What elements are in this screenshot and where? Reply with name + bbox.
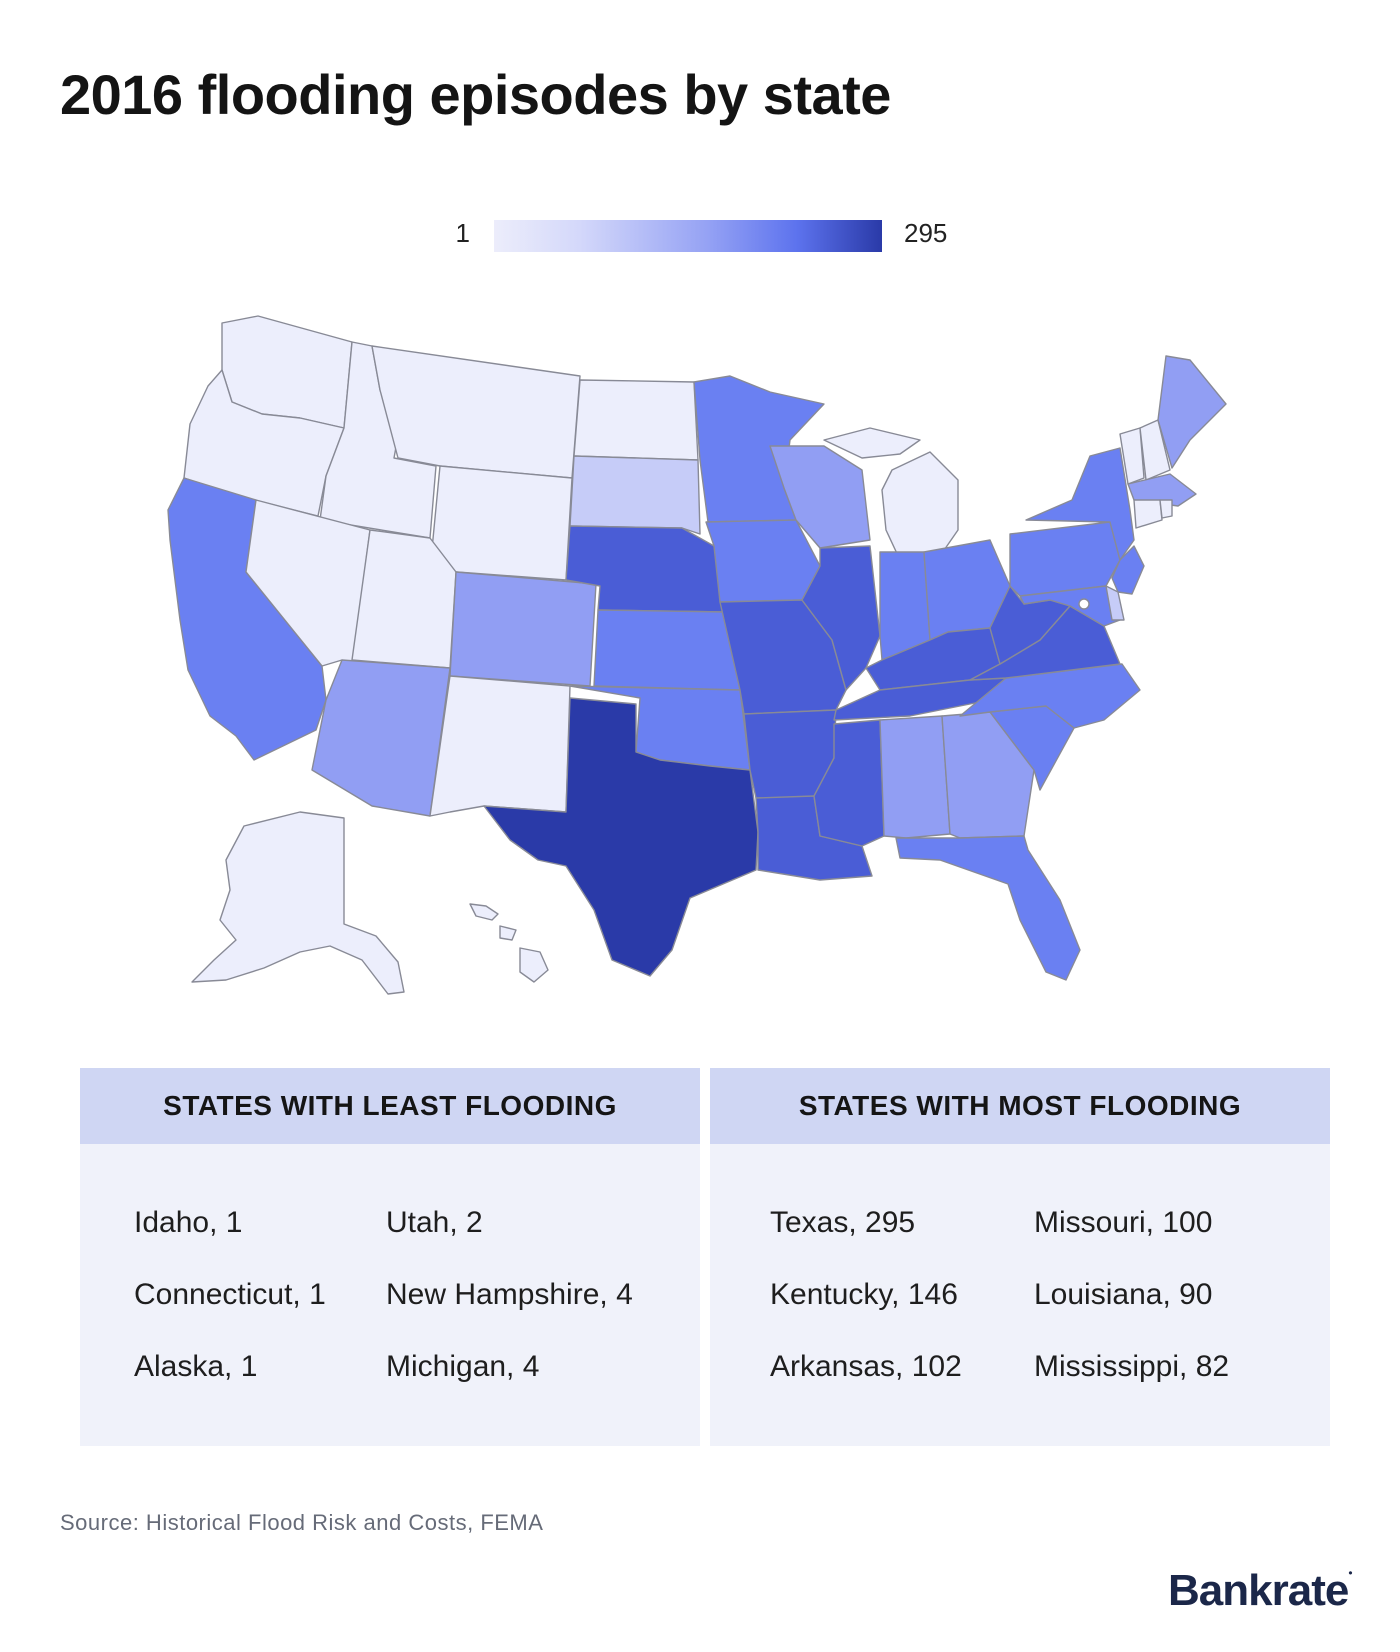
state-colorado (449, 571, 597, 687)
state-north-dakota (573, 379, 699, 461)
state-new-mexico (429, 675, 571, 817)
list-item: Alaska, 1 (134, 1350, 258, 1383)
list-item: Michigan, 4 (386, 1350, 540, 1383)
page-title: 2016 flooding episodes by state (60, 63, 891, 126)
state-florida (895, 835, 1081, 981)
state-montana (371, 345, 581, 479)
logo-text: Bankrate (1168, 1566, 1349, 1615)
state-kansas (593, 609, 741, 691)
list-item: Utah, 2 (386, 1206, 483, 1239)
legend-max-label: 295 (904, 218, 948, 248)
state-wyoming (429, 465, 573, 581)
list-item: Missouri, 100 (1034, 1206, 1213, 1239)
state-pennsylvania (1009, 521, 1121, 597)
list-item: Texas, 295 (770, 1206, 916, 1239)
color-scale-legend: 1 295 (420, 212, 980, 254)
state-texas (483, 697, 759, 977)
list-item: Idaho, 1 (134, 1206, 243, 1239)
list-item: Mississippi, 82 (1034, 1350, 1230, 1383)
most-flooding-list: Texas, 295 Missouri, 100 Kentucky, 146 L… (710, 1144, 1330, 1446)
state-illinois (801, 545, 881, 691)
state-wisconsin (769, 445, 871, 549)
state-north-carolina (959, 663, 1141, 729)
legend-gradient-bar (494, 220, 882, 252)
list-item: Louisiana, 90 (1034, 1278, 1213, 1311)
state-connecticut (1133, 499, 1163, 529)
state-arizona (311, 659, 451, 817)
state-new-york (1025, 447, 1135, 561)
state-hawaii-big-island (519, 947, 549, 983)
state-hawaii-maui (499, 925, 517, 941)
state-michigan (881, 451, 959, 561)
list-item: Kentucky, 146 (770, 1278, 958, 1311)
state-oregon (183, 369, 345, 517)
state-utah (351, 529, 457, 669)
us-choropleth-map (167, 315, 1227, 995)
dc-marker (1078, 598, 1090, 610)
list-item: Arkansas, 102 (770, 1350, 962, 1383)
state-massachusetts (1127, 473, 1197, 507)
most-flooding-panel: STATES WITH MOST FLOODING Texas, 295 Mis… (710, 1068, 1330, 1446)
state-iowa (705, 519, 821, 603)
state-alaska (191, 811, 405, 995)
list-item: Connecticut, 1 (134, 1278, 326, 1311)
state-new-hampshire (1139, 419, 1171, 481)
state-alabama (879, 715, 951, 839)
state-hawaii (469, 903, 499, 921)
source-note: Source: Historical Flood Risk and Costs,… (60, 1510, 544, 1535)
least-flooding-list: Idaho, 1 Utah, 2 Connecticut, 1 New Hamp… (80, 1144, 700, 1446)
least-flooding-heading: STATES WITH LEAST FLOODING (80, 1068, 700, 1144)
state-vermont (1119, 427, 1145, 485)
bankrate-logo: Bankrate• (1168, 1566, 1353, 1615)
state-rhode-island (1159, 499, 1173, 519)
state-south-dakota (569, 455, 701, 535)
list-item: New Hampshire, 4 (386, 1278, 633, 1311)
most-flooding-heading: STATES WITH MOST FLOODING (710, 1068, 1330, 1144)
legend-min-label: 1 (455, 218, 470, 248)
least-flooding-panel: STATES WITH LEAST FLOODING Idaho, 1 Utah… (80, 1068, 700, 1446)
state-new-jersey (1111, 545, 1145, 595)
state-maine (1157, 355, 1227, 469)
state-michigan-upper (823, 427, 921, 459)
state-delaware (1105, 585, 1125, 621)
